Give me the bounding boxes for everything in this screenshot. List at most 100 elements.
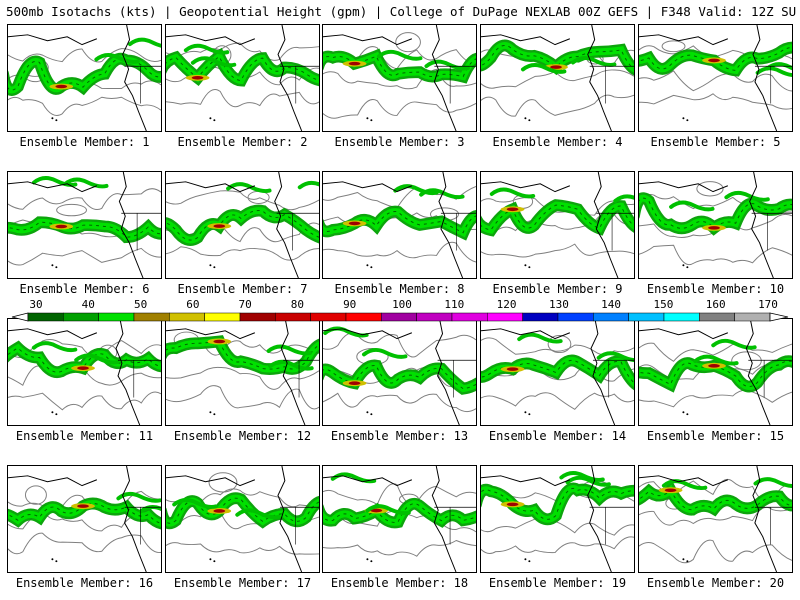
member-map-panel (480, 24, 635, 132)
colorbar-swatch (98, 312, 135, 322)
member-label: Ensemble Member: 9 (492, 282, 623, 296)
colorbar-swatch (204, 312, 241, 322)
member-label: Ensemble Member: 13 (330, 429, 469, 443)
member-map (639, 466, 792, 572)
member-map (166, 25, 319, 131)
colorbar-tick-label: 120 (497, 298, 517, 311)
colorbar-tick-label: 70 (238, 298, 251, 311)
colorbar-swatch (239, 312, 276, 322)
colorbar-tick-label: 60 (186, 298, 199, 311)
member-label: Ensemble Member: 5 (650, 135, 781, 149)
colorbar-swatch (310, 312, 347, 322)
member-map-panel (322, 24, 477, 132)
member-map-panel (7, 318, 162, 426)
colorbar-swatch (27, 312, 64, 322)
member-map-panel (165, 318, 320, 426)
colorbar-tick-label: 40 (82, 298, 95, 311)
member-map (8, 466, 161, 572)
member-label: Ensemble Member: 16 (15, 576, 154, 590)
member-label: Ensemble Member: 6 (19, 282, 150, 296)
member-map-panel (480, 465, 635, 573)
colorbar-swatch (734, 312, 771, 322)
member-map-panel (7, 465, 162, 573)
page-title: 500mb Isotachs (kts) | Geopotential Heig… (6, 4, 796, 19)
member-map (323, 25, 476, 131)
colorbar-tick-label: 150 (653, 298, 673, 311)
member-map (481, 25, 634, 131)
member-map-panel (322, 465, 477, 573)
member-label: Ensemble Member: 12 (173, 429, 312, 443)
member-map-panel (638, 24, 793, 132)
member-label: Ensemble Member: 20 (646, 576, 785, 590)
member-map (481, 319, 634, 425)
member-map-panel (165, 24, 320, 132)
member-label: Ensemble Member: 7 (177, 282, 308, 296)
member-map-panel (638, 465, 793, 573)
member-map-panel (165, 465, 320, 573)
colorbar-tick-label: 100 (392, 298, 412, 311)
member-label: Ensemble Member: 19 (488, 576, 627, 590)
member-map (166, 319, 319, 425)
member-label: Ensemble Member: 14 (488, 429, 627, 443)
member-map (323, 466, 476, 572)
member-label: Ensemble Member: 8 (334, 282, 465, 296)
colorbar-swatch (275, 312, 311, 322)
colorbar-tick-label: 90 (343, 298, 356, 311)
colorbar-swatch (133, 312, 170, 322)
member-map-panel (322, 171, 477, 279)
member-label: Ensemble Member: 18 (330, 576, 469, 590)
member-map (166, 172, 319, 278)
member-map (323, 172, 476, 278)
colorbar-swatch (663, 312, 700, 322)
member-label: Ensemble Member: 2 (177, 135, 308, 149)
member-label: Ensemble Member: 4 (492, 135, 623, 149)
member-map-panel (322, 318, 477, 426)
member-label: Ensemble Member: 15 (646, 429, 785, 443)
colorbar-tick-label: 110 (444, 298, 464, 311)
colorbar-swatch (381, 312, 417, 322)
member-map (323, 319, 476, 425)
member-map-panel (638, 318, 793, 426)
member-map (8, 172, 161, 278)
member-map (8, 25, 161, 131)
colorbar-swatch (451, 312, 488, 322)
member-map-panel (480, 318, 635, 426)
colorbar-swatch (593, 312, 629, 322)
colorbar-tick-label: 170 (758, 298, 778, 311)
member-label: Ensemble Member: 10 (646, 282, 785, 296)
member-map-panel (7, 171, 162, 279)
colorbar-swatch (169, 312, 205, 322)
member-label: Ensemble Member: 11 (15, 429, 154, 443)
colorbar-tick-label: 140 (601, 298, 621, 311)
member-map (639, 25, 792, 131)
colorbar-graphic: 30 40 50 60 70 80 90 100 110 120 130 140 150 160 170 (11, 298, 789, 322)
colorbar-swatch (557, 312, 594, 322)
member-map-panel (638, 171, 793, 279)
isotach-colorbar: 30 40 50 60 70 80 90 100 110 120 130 140 150 160 170 (10, 296, 792, 322)
colorbar-swatch (699, 312, 735, 322)
member-map-panel (7, 24, 162, 132)
colorbar-swatch (522, 312, 559, 322)
colorbar-swatch (487, 312, 523, 322)
colorbar-tick-label: 160 (706, 298, 726, 311)
member-map (481, 466, 634, 572)
member-map-panel (480, 171, 635, 279)
member-label: Ensemble Member: 3 (334, 135, 465, 149)
member-map (639, 172, 792, 278)
colorbar-swatch (345, 312, 382, 322)
member-map (481, 172, 634, 278)
colorbar-left-arrow (11, 312, 29, 322)
colorbar-tick-label: 50 (134, 298, 147, 311)
colorbar-tick-label: 130 (549, 298, 569, 311)
colorbar-swatch (416, 312, 453, 322)
member-map-panel (165, 171, 320, 279)
colorbar-tick-label: 30 (29, 298, 42, 311)
colorbar-swatch (63, 312, 99, 322)
colorbar-tick-label: 80 (291, 298, 304, 311)
member-label: Ensemble Member: 17 (173, 576, 312, 590)
member-map (166, 466, 319, 572)
member-label: Ensemble Member: 1 (19, 135, 150, 149)
member-map (639, 319, 792, 425)
colorbar-swatch (628, 312, 665, 322)
member-map (8, 319, 161, 425)
